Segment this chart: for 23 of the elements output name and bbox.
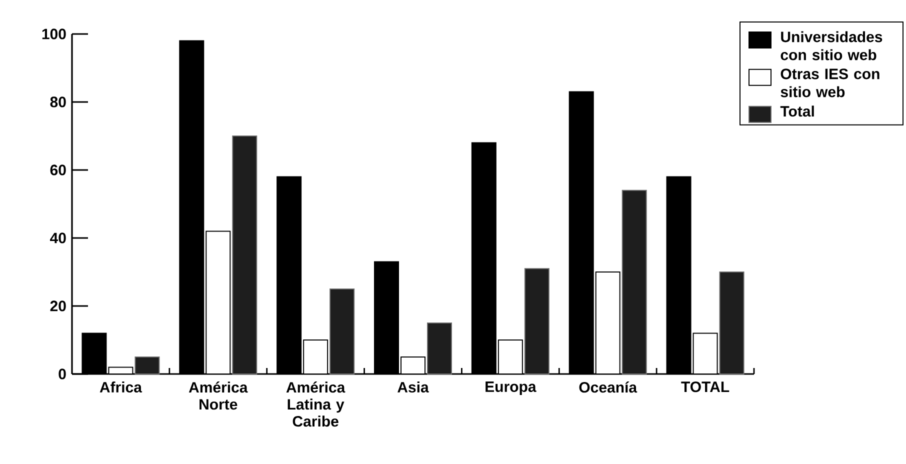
bar <box>622 190 647 374</box>
y-tick-label: 0 <box>58 368 66 380</box>
x-tick-label: TOTAL <box>681 382 730 392</box>
legend-label: Total <box>780 106 814 117</box>
legend-label: Universidades con sitio web <box>780 31 882 60</box>
x-tick-label: América Norte <box>188 382 248 410</box>
y-tick-label: 40 <box>50 232 66 244</box>
x-tick-label: Oceanía <box>579 382 638 393</box>
legend-label: Otras IES con sitio web <box>780 68 880 98</box>
bar <box>524 268 550 374</box>
bar <box>134 356 160 374</box>
x-tick-label: Europa <box>486 382 536 395</box>
x-tick-label: América Latina y Caribe <box>286 382 346 427</box>
bar <box>426 322 452 374</box>
x-tick-label: Asia <box>398 382 429 393</box>
bar <box>719 272 744 374</box>
bar <box>232 136 258 374</box>
bar <box>330 288 355 374</box>
y-tick-label: 100 <box>42 28 66 40</box>
y-tick-label: 60 <box>50 164 66 176</box>
x-tick-label: Africa <box>100 382 142 393</box>
y-tick-label: 80 <box>50 96 66 108</box>
y-tick-label: 20 <box>50 300 66 312</box>
